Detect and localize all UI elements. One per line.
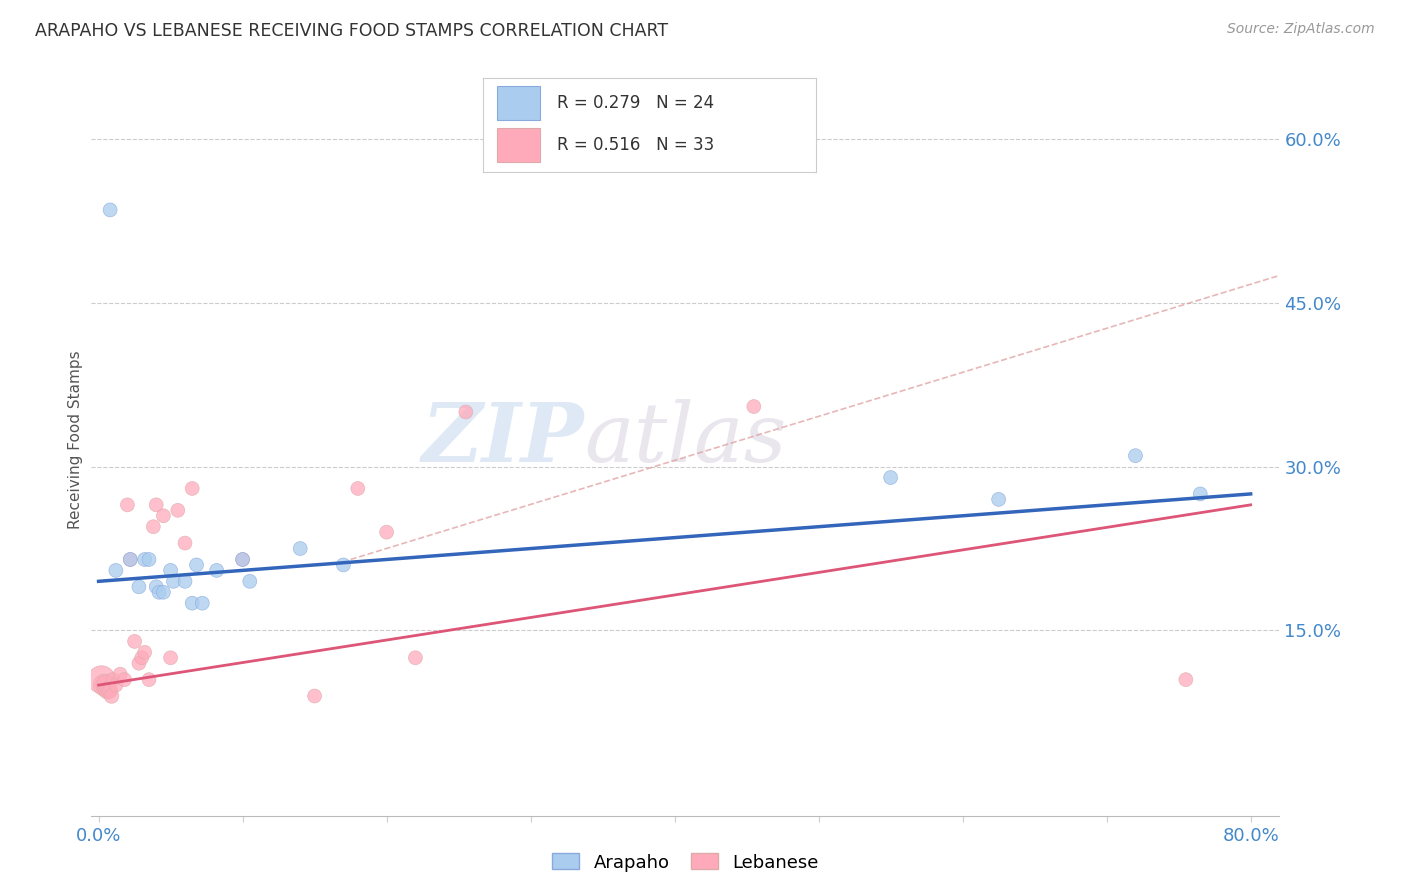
Point <box>162 574 184 589</box>
Point <box>205 563 228 577</box>
Point <box>117 498 139 512</box>
Point <box>98 683 121 698</box>
Point <box>120 552 142 566</box>
Point <box>152 585 174 599</box>
Point <box>128 657 150 671</box>
Point <box>181 596 204 610</box>
Point <box>98 202 121 217</box>
Point <box>332 558 354 572</box>
Point <box>879 470 901 484</box>
Point <box>1189 487 1212 501</box>
Point <box>97 683 120 698</box>
Text: Source: ZipAtlas.com: Source: ZipAtlas.com <box>1227 22 1375 37</box>
Point <box>159 650 181 665</box>
Point <box>114 673 136 687</box>
Point <box>166 503 188 517</box>
Point <box>131 650 153 665</box>
Point <box>232 552 254 566</box>
Point <box>138 552 160 566</box>
Point <box>148 585 170 599</box>
Point <box>90 673 112 687</box>
Point <box>124 634 146 648</box>
Point <box>232 552 254 566</box>
Y-axis label: Receiving Food Stamps: Receiving Food Stamps <box>67 350 83 529</box>
Point <box>987 492 1010 507</box>
Point <box>191 596 214 610</box>
Point <box>145 580 167 594</box>
Point <box>1125 449 1147 463</box>
Point <box>96 683 118 698</box>
Point <box>101 673 124 687</box>
Point <box>375 525 398 540</box>
Text: ARAPAHO VS LEBANESE RECEIVING FOOD STAMPS CORRELATION CHART: ARAPAHO VS LEBANESE RECEIVING FOOD STAMP… <box>35 22 668 40</box>
Point <box>100 689 122 703</box>
Point <box>1174 673 1197 687</box>
Point <box>93 678 115 692</box>
Legend: Arapaho, Lebanese: Arapaho, Lebanese <box>544 846 827 879</box>
Point <box>142 519 165 533</box>
Point <box>174 536 197 550</box>
Point <box>454 405 477 419</box>
Text: ZIP: ZIP <box>422 400 585 479</box>
Point <box>134 645 156 659</box>
Point <box>290 541 312 556</box>
Point <box>404 650 426 665</box>
Point <box>346 482 368 496</box>
Text: atlas: atlas <box>585 400 787 479</box>
Point <box>94 678 117 692</box>
Point <box>104 678 127 692</box>
Point <box>742 400 765 414</box>
Point <box>138 673 160 687</box>
Point <box>134 552 156 566</box>
Point <box>120 552 142 566</box>
Point <box>239 574 262 589</box>
Point <box>152 508 174 523</box>
Point <box>145 498 167 512</box>
Point <box>128 580 150 594</box>
Point <box>108 667 131 681</box>
Point <box>304 689 326 703</box>
Point <box>186 558 208 572</box>
Point <box>159 563 181 577</box>
Point <box>104 563 127 577</box>
Point <box>181 482 204 496</box>
Point <box>174 574 197 589</box>
